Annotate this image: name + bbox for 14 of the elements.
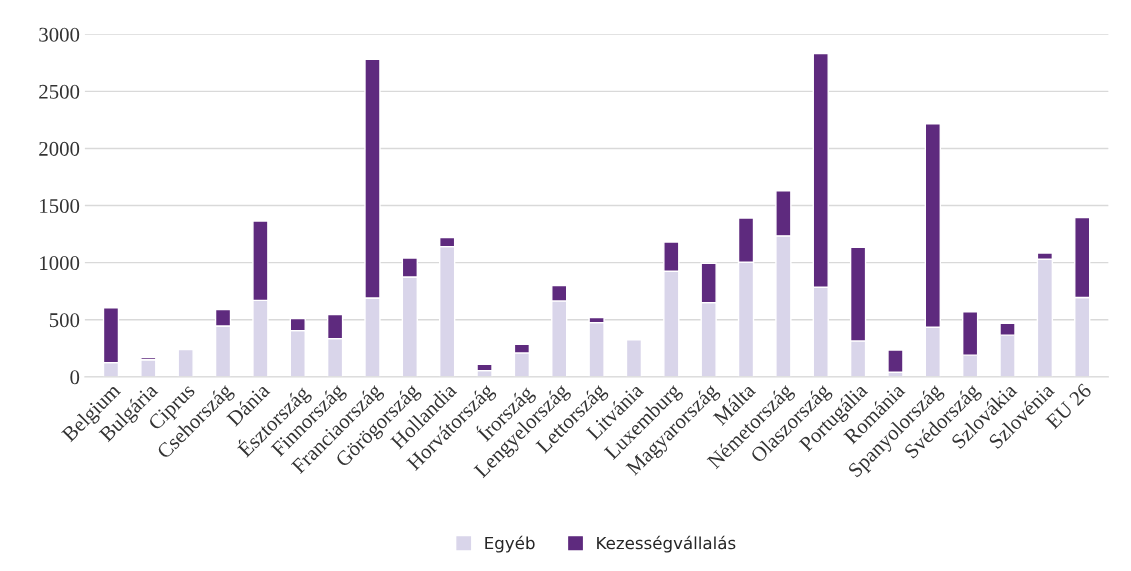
legend-label: Egyéb (485, 535, 535, 553)
y-tick-label: 3000 (39, 27, 80, 42)
bar (177, 348, 194, 377)
y-tick-label: 1500 (40, 198, 80, 213)
y-tick-label: 0 (70, 370, 80, 385)
y-tick-label: 1000 (40, 256, 80, 271)
bar (588, 321, 605, 377)
y-tick-label: 500 (49, 313, 80, 328)
y-tick-label: 2000 (39, 141, 80, 156)
bar (625, 339, 643, 377)
bar (887, 349, 904, 373)
bar (476, 363, 493, 372)
legend-label: Kezességvállalás (597, 535, 736, 553)
y-tick-label: 2500 (39, 84, 80, 99)
